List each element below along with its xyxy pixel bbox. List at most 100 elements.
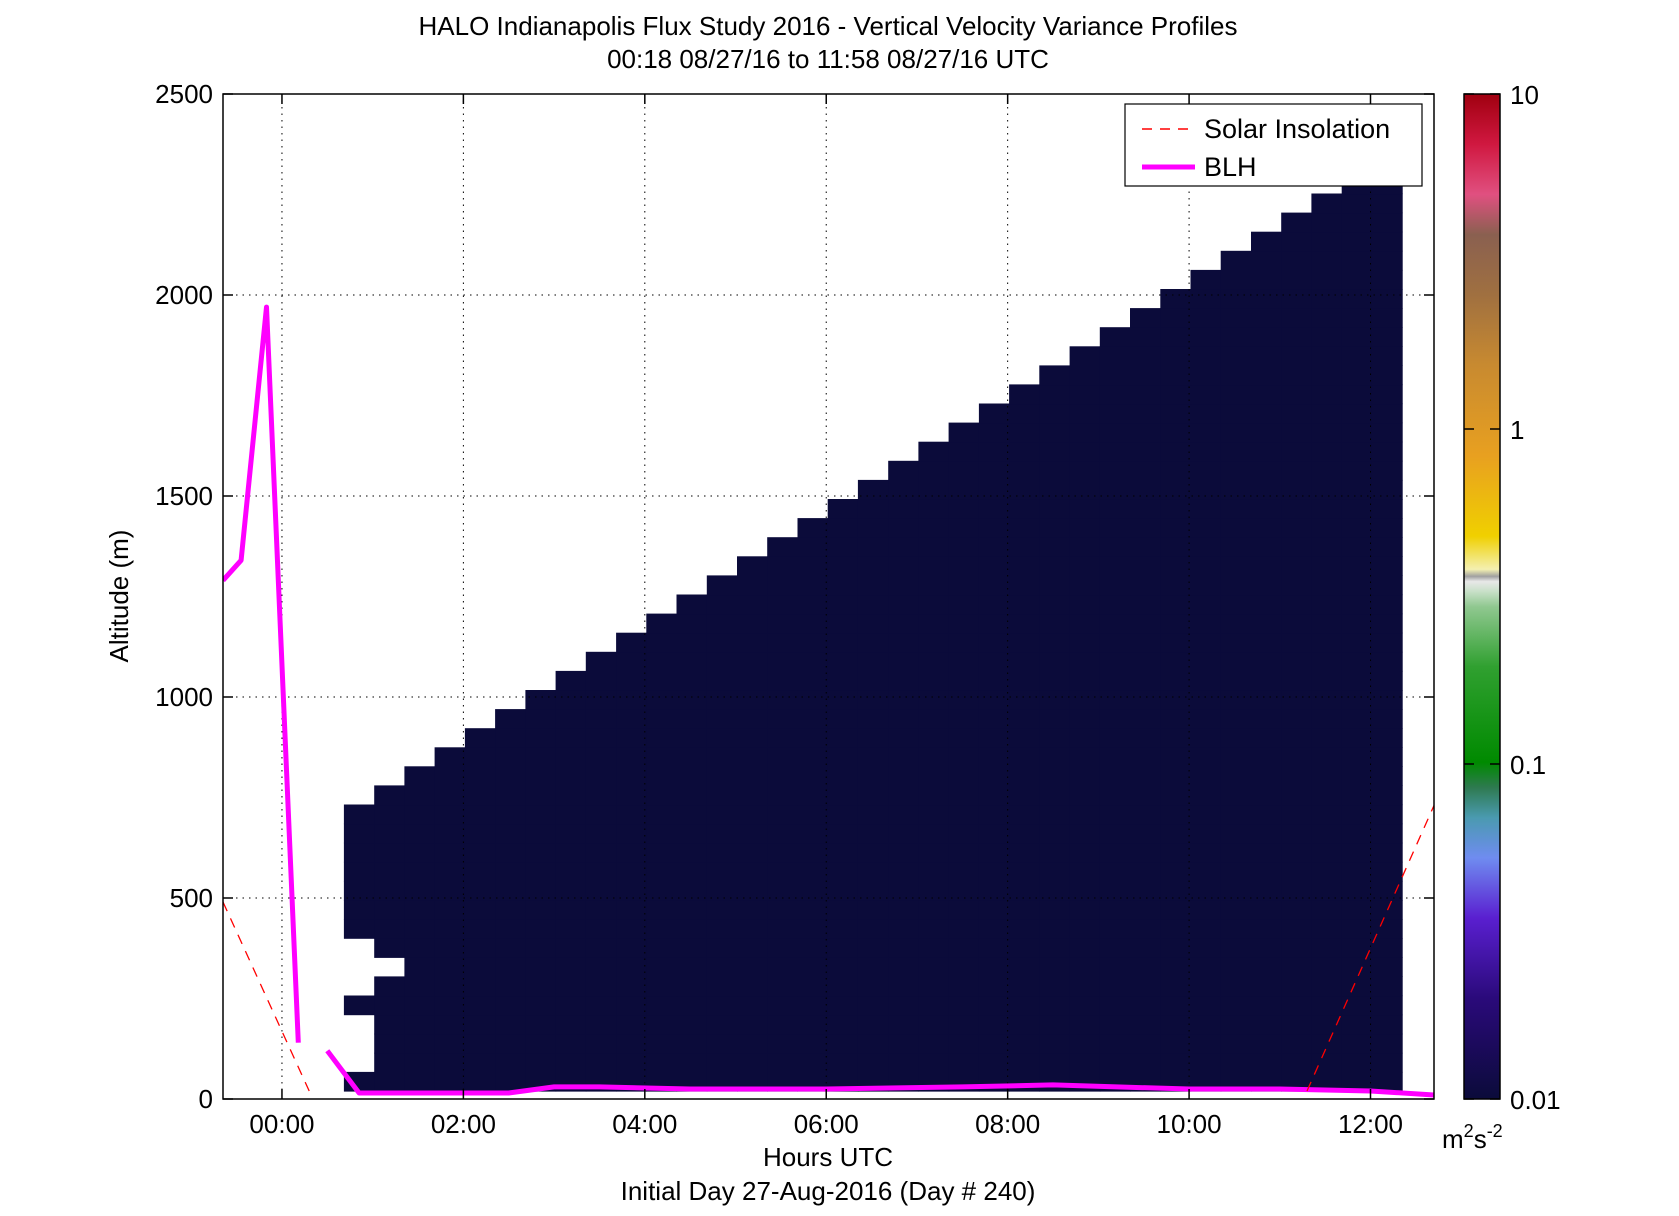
heatmap-cell <box>1130 766 1161 786</box>
heatmap-cell <box>1281 976 1312 997</box>
heatmap-cell <box>404 938 436 958</box>
heatmap-cell <box>1311 880 1343 901</box>
heatmap-cell <box>827 766 859 786</box>
heatmap-cell <box>857 766 889 786</box>
heatmap-cell <box>797 518 829 538</box>
heatmap-cell <box>585 976 617 997</box>
heatmap-cell <box>1190 766 1222 786</box>
heatmap-cell <box>888 919 919 939</box>
heatmap-cell <box>767 1014 798 1035</box>
heatmap-cell <box>1311 1052 1343 1073</box>
heatmap-cell <box>1160 556 1192 576</box>
legend-label-blh: BLH <box>1204 152 1257 182</box>
heatmap-cell <box>1039 766 1071 786</box>
heatmap-cell <box>1371 842 1403 863</box>
heatmap-cell <box>797 728 829 748</box>
heatmap-cell <box>857 995 889 1016</box>
heatmap-cell <box>1130 308 1161 328</box>
heatmap-cell <box>1220 842 1252 863</box>
heatmap-cell <box>1039 976 1071 997</box>
heatmap-cell <box>1371 365 1403 386</box>
heatmap-cell <box>1371 594 1403 615</box>
heatmap-cell <box>827 594 859 615</box>
heatmap-cell <box>1099 575 1131 596</box>
heatmap-cell <box>1371 384 1403 405</box>
heatmap-cell <box>555 861 587 882</box>
heatmap-cell <box>918 823 950 844</box>
heatmap-cell <box>1039 632 1071 653</box>
heatmap-cell <box>525 747 557 767</box>
heatmap-cell <box>1220 308 1252 328</box>
heatmap-cell <box>464 842 496 863</box>
heatmap-cell <box>1311 651 1343 672</box>
heatmap-cell <box>888 709 919 729</box>
heatmap-cell <box>464 1014 496 1035</box>
colorbar-unit-exp1: 2 <box>1464 1121 1474 1141</box>
colorbar-unit-base: m <box>1442 1124 1464 1154</box>
y-tick-label: 2500 <box>155 79 213 109</box>
heatmap-cell <box>1311 365 1343 386</box>
heatmap-cell <box>1009 747 1040 767</box>
heatmap-cell <box>1220 346 1252 366</box>
heatmap-cell <box>1069 518 1101 538</box>
heatmap-cell <box>737 842 768 863</box>
heatmap-cell <box>1251 919 1282 939</box>
heatmap-cell <box>888 861 919 882</box>
heatmap-cell <box>888 479 919 500</box>
heatmap-cell <box>978 422 1010 443</box>
heatmap-cell <box>1009 537 1040 557</box>
heatmap-cell <box>1069 556 1101 576</box>
heatmap-cell <box>1190 1052 1222 1073</box>
heatmap-cell <box>978 594 1010 615</box>
heatmap-cell <box>1130 690 1161 710</box>
heatmap-cell <box>767 900 798 920</box>
heatmap-cell <box>646 766 678 786</box>
heatmap-cell <box>1311 747 1343 767</box>
heatmap-cell <box>737 900 768 920</box>
heatmap-cell <box>646 728 678 748</box>
heatmap-cell <box>1281 499 1312 519</box>
heatmap-cell <box>797 690 829 710</box>
heatmap-cell <box>1251 346 1282 366</box>
heatmap-cell <box>676 880 708 901</box>
heatmap-cell <box>1130 632 1161 653</box>
heatmap-cell <box>404 995 436 1016</box>
heatmap-cell <box>918 842 950 863</box>
heatmap-cell <box>374 938 405 958</box>
heatmap-cell <box>495 1052 526 1073</box>
heatmap-cell <box>978 575 1010 596</box>
heatmap-cell <box>1130 842 1161 863</box>
heatmap-cell <box>797 880 829 901</box>
heatmap-cell <box>1009 632 1040 653</box>
heatmap-cell <box>434 1071 466 1092</box>
heatmap-cell <box>1009 690 1040 710</box>
heatmap-cell <box>1190 537 1222 557</box>
heatmap-cell <box>555 670 587 691</box>
heatmap-cell <box>918 995 950 1016</box>
heatmap-cell <box>1251 1052 1282 1073</box>
heatmap-cell <box>948 1014 980 1035</box>
heatmap-cell <box>1281 250 1312 271</box>
x-tick-label: 10:00 <box>1157 1109 1222 1139</box>
heatmap-cell <box>767 537 798 557</box>
heatmap-cell <box>1130 880 1161 901</box>
heatmap-cell <box>888 804 919 825</box>
heatmap-cell <box>948 938 980 958</box>
heatmap-cell <box>978 556 1010 576</box>
heatmap-cell <box>1039 460 1071 481</box>
heatmap-cell <box>676 728 708 748</box>
heatmap-cell <box>1251 327 1282 347</box>
heatmap-cell <box>495 747 526 767</box>
heatmap-cell <box>767 919 798 939</box>
heatmap-cell <box>827 518 859 538</box>
heatmap-cell <box>1099 479 1131 500</box>
heatmap-cell <box>1130 460 1161 481</box>
heatmap-cell <box>857 785 889 806</box>
heatmap-cell <box>1281 212 1312 233</box>
heatmap-cell <box>1099 880 1131 901</box>
heatmap-cell <box>1130 499 1161 519</box>
heatmap-cell <box>1099 728 1131 748</box>
heatmap-cell <box>948 613 980 634</box>
heatmap-cell <box>857 479 889 500</box>
heatmap-cell <box>1069 594 1101 615</box>
